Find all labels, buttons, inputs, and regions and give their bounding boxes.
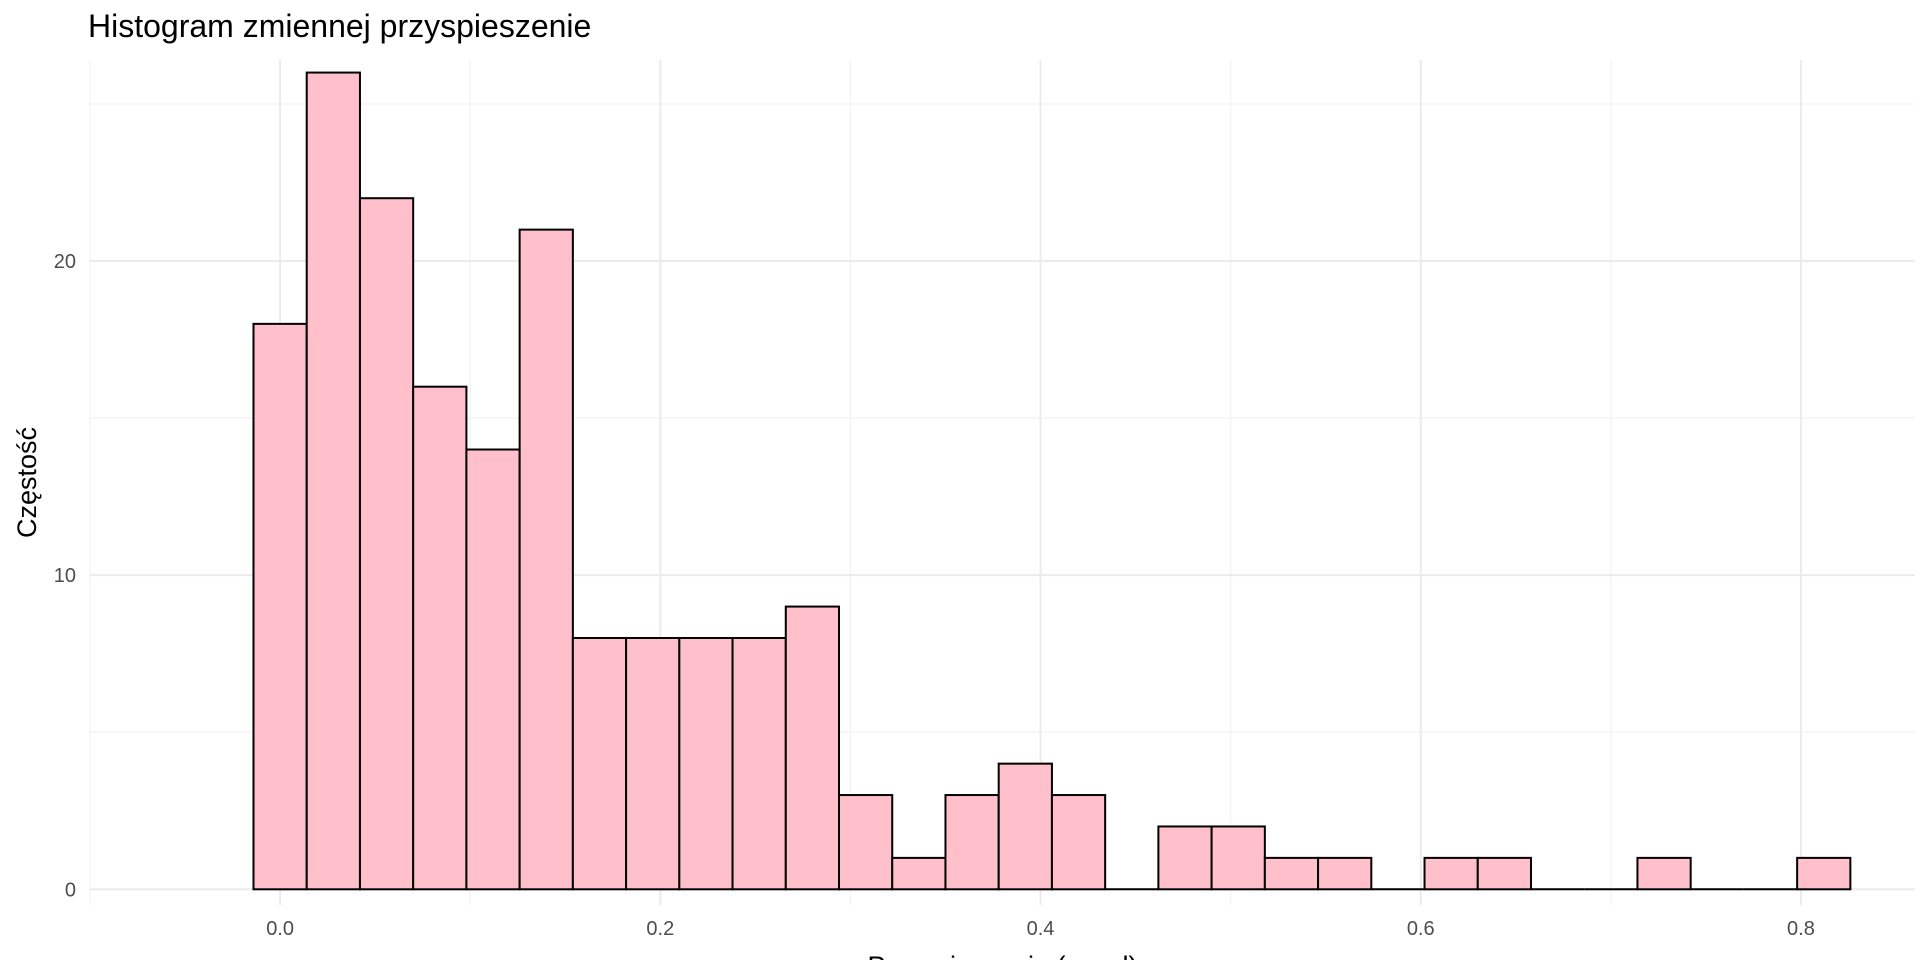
histogram-bar bbox=[838, 794, 894, 891]
histogram-bar bbox=[1157, 825, 1213, 891]
x-tick-label: 0.8 bbox=[1787, 918, 1815, 940]
y-tick-label: 0 bbox=[65, 879, 76, 901]
y-tick-label: 20 bbox=[54, 251, 76, 273]
histogram-bar bbox=[731, 636, 787, 891]
histogram-bar bbox=[1263, 856, 1320, 891]
histogram-bar bbox=[997, 762, 1053, 891]
histogram-bar bbox=[1796, 856, 1852, 891]
x-tick-label: 0.4 bbox=[1027, 918, 1055, 940]
histogram-bar bbox=[784, 605, 841, 891]
histogram-bar bbox=[944, 794, 1000, 891]
histogram-bar bbox=[252, 322, 308, 891]
histogram-bar bbox=[1210, 825, 1266, 891]
histogram-bar bbox=[1423, 856, 1479, 891]
y-tick-label: 10 bbox=[54, 565, 76, 587]
histogram-bar bbox=[678, 636, 734, 891]
x-tick-labels: 0.0 0.2 0.4 0.6 0.8 bbox=[266, 918, 1815, 940]
histogram-bar bbox=[1050, 794, 1107, 891]
histogram-bar bbox=[465, 448, 521, 891]
x-tick-label: 0.0 bbox=[266, 918, 294, 940]
y-axis-title: Częstość bbox=[12, 427, 42, 538]
x-axis-title: Przyspieszenie (accel) bbox=[867, 951, 1137, 960]
x-tick-label: 0.2 bbox=[646, 918, 674, 940]
x-tick-label: 0.6 bbox=[1407, 918, 1435, 940]
histogram-bar bbox=[1317, 856, 1373, 891]
histogram-bar bbox=[1476, 856, 1532, 891]
histogram-bar bbox=[571, 636, 628, 891]
chart-title: Histogram zmiennej przyspieszenie bbox=[88, 8, 592, 44]
histogram-bar bbox=[518, 228, 574, 891]
histogram-bar bbox=[1636, 856, 1692, 891]
histogram-bar bbox=[358, 197, 415, 891]
histogram-bars bbox=[252, 71, 1852, 891]
histogram-bar bbox=[891, 856, 947, 891]
histogram-bar bbox=[412, 385, 468, 891]
histogram-bar bbox=[625, 636, 681, 891]
y-tick-labels: 0 10 20 bbox=[54, 251, 76, 901]
histogram-bar bbox=[305, 71, 361, 891]
